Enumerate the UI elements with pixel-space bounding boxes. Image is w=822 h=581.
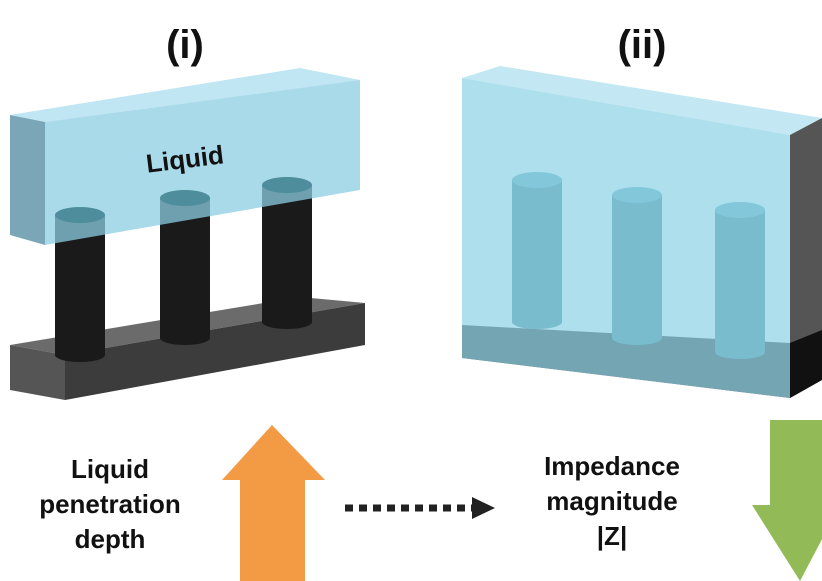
liquid-front [462, 78, 790, 398]
liquid-top [462, 66, 822, 135]
panel-label: (ii) [618, 23, 667, 67]
liquid-side [10, 115, 45, 245]
pillars [55, 185, 312, 362]
caption-line: magnitude [546, 486, 677, 516]
base-side [10, 345, 65, 400]
pillar-tops [55, 177, 312, 223]
liquid-front [45, 80, 360, 245]
panel-i: Liquid (i) [10, 23, 365, 400]
panel-ii: (ii) [462, 23, 822, 398]
caption-line: penetration [39, 489, 181, 519]
panel-label: (i) [166, 23, 204, 67]
caption-line: depth [75, 524, 146, 554]
caption-line: |Z| [597, 521, 627, 551]
side-base [790, 330, 822, 398]
caption-line: Impedance [544, 451, 680, 481]
down-arrow [752, 420, 822, 581]
dotted-arrow [345, 497, 495, 519]
caption-line: Liquid [71, 454, 149, 484]
up-arrow [222, 425, 325, 581]
liquid-top [10, 68, 360, 122]
side-wall [790, 118, 822, 398]
